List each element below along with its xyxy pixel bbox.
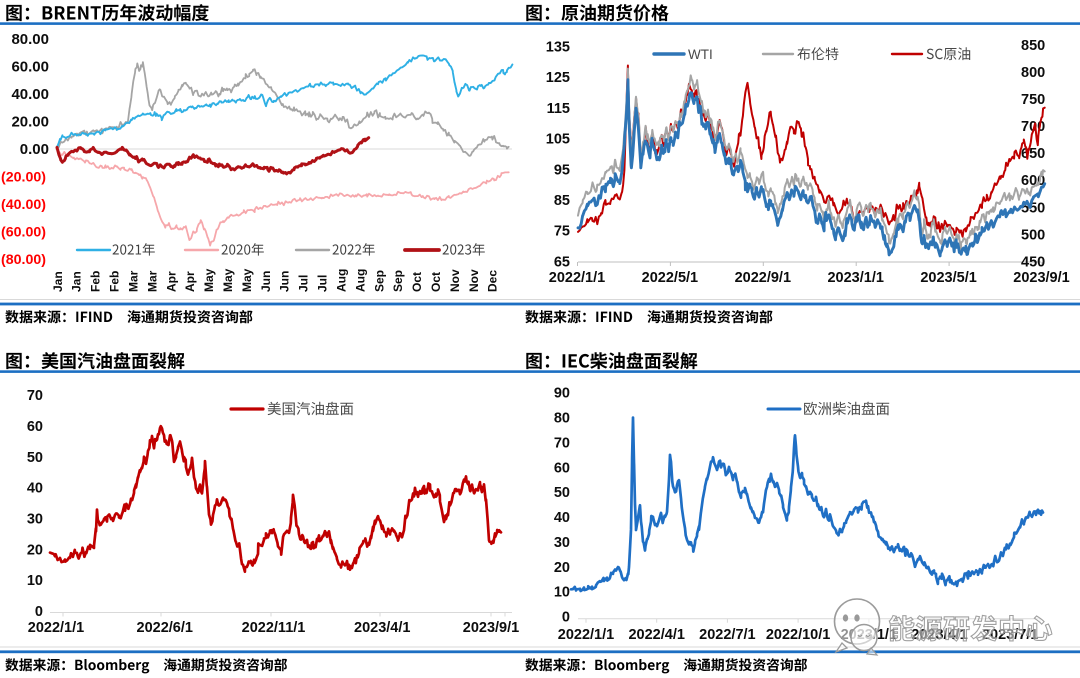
svg-text:Oct: Oct <box>429 272 443 292</box>
svg-text:750: 750 <box>1021 92 1045 108</box>
svg-text:50: 50 <box>27 450 43 466</box>
svg-text:20: 20 <box>554 560 570 576</box>
svg-text:85: 85 <box>554 193 570 209</box>
svg-text:10: 10 <box>27 573 43 589</box>
svg-text:800: 800 <box>1021 65 1045 81</box>
svg-text:Aug: Aug <box>334 269 348 292</box>
svg-text:Jan: Jan <box>51 271 65 292</box>
svg-text:80: 80 <box>554 410 570 426</box>
svg-text:10: 10 <box>554 585 570 601</box>
svg-text:Mar: Mar <box>145 270 159 292</box>
svg-text:65: 65 <box>554 254 570 270</box>
svg-text:Jun: Jun <box>278 271 292 292</box>
svg-text:650: 650 <box>1021 146 1045 162</box>
svg-text:2022/1/1: 2022/1/1 <box>549 270 605 286</box>
svg-text:2023/9/1: 2023/9/1 <box>1013 270 1069 286</box>
svg-text:60: 60 <box>27 419 43 435</box>
svg-text:0: 0 <box>562 610 570 626</box>
svg-text:40.00: 40.00 <box>11 86 49 103</box>
svg-text:30: 30 <box>554 535 570 551</box>
svg-text:90: 90 <box>554 386 570 402</box>
svg-text:2022/4/1: 2022/4/1 <box>628 627 684 643</box>
svg-text:Nov: Nov <box>467 269 481 292</box>
svg-text:850: 850 <box>1021 38 1045 54</box>
svg-text:Apr: Apr <box>164 271 178 292</box>
svg-text:Mar: Mar <box>126 270 140 292</box>
svg-text:75: 75 <box>554 224 570 240</box>
svg-text:95: 95 <box>554 162 570 178</box>
svg-text:(80.00): (80.00) <box>1 252 46 268</box>
svg-text:May: May <box>240 268 254 292</box>
svg-text:Jul: Jul <box>316 275 330 292</box>
svg-text:2022/6/1: 2022/6/1 <box>137 620 193 636</box>
svg-text:30: 30 <box>27 512 43 528</box>
svg-text:70: 70 <box>554 435 570 451</box>
svg-text:Sep: Sep <box>391 270 405 292</box>
svg-text:60.00: 60.00 <box>11 59 49 76</box>
svg-text:50: 50 <box>554 485 570 501</box>
svg-text:20: 20 <box>27 542 43 558</box>
svg-text:450: 450 <box>1021 254 1045 270</box>
svg-text:Feb: Feb <box>89 271 103 292</box>
svg-text:105: 105 <box>546 132 570 148</box>
svg-text:40: 40 <box>554 510 570 526</box>
svg-text:2023/9/1: 2023/9/1 <box>463 620 519 636</box>
svg-text:Feb: Feb <box>108 271 122 292</box>
svg-text:2022/7/1: 2022/7/1 <box>699 627 755 643</box>
svg-text:May: May <box>221 268 235 292</box>
svg-text:2023/5/1: 2023/5/1 <box>920 270 976 286</box>
svg-text:(20.00): (20.00) <box>1 170 46 186</box>
svg-text:Jul: Jul <box>297 275 311 292</box>
svg-text:70: 70 <box>27 388 43 404</box>
svg-text:60: 60 <box>554 460 570 476</box>
svg-text:0: 0 <box>35 604 43 620</box>
svg-text:2023/4/1: 2023/4/1 <box>354 620 410 636</box>
svg-text:Dec: Dec <box>486 270 500 292</box>
svg-text:Jun: Jun <box>259 271 273 292</box>
svg-text:(40.00): (40.00) <box>1 197 46 213</box>
svg-text:125: 125 <box>546 70 570 86</box>
svg-text:Sep: Sep <box>372 270 386 292</box>
svg-text:Jan: Jan <box>70 271 84 292</box>
svg-text:135: 135 <box>546 39 570 55</box>
svg-text:0.00: 0.00 <box>20 141 49 158</box>
svg-text:20.00: 20.00 <box>11 114 49 131</box>
svg-text:2022/1/1: 2022/1/1 <box>558 627 614 643</box>
svg-text:2022/5/1: 2022/5/1 <box>642 270 698 286</box>
svg-text:Apr: Apr <box>183 271 197 292</box>
svg-text:115: 115 <box>547 101 570 117</box>
svg-text:40: 40 <box>27 481 43 497</box>
svg-text:May: May <box>202 268 216 292</box>
svg-text:80.00: 80.00 <box>11 31 49 48</box>
svg-text:2022/11/1: 2022/11/1 <box>242 620 306 636</box>
svg-text:Nov: Nov <box>448 269 462 292</box>
svg-text:2022/9/1: 2022/9/1 <box>735 270 791 286</box>
svg-text:(60.00): (60.00) <box>1 225 46 241</box>
svg-text:500: 500 <box>1021 227 1045 243</box>
svg-text:Aug: Aug <box>353 269 367 292</box>
svg-text:Oct: Oct <box>410 272 424 292</box>
svg-text:2023/1/1: 2023/1/1 <box>827 270 883 286</box>
svg-text:WTI: WTI <box>688 47 713 62</box>
svg-text:2022/10/1: 2022/10/1 <box>766 627 831 643</box>
svg-text:2022/1/1: 2022/1/1 <box>28 620 84 636</box>
